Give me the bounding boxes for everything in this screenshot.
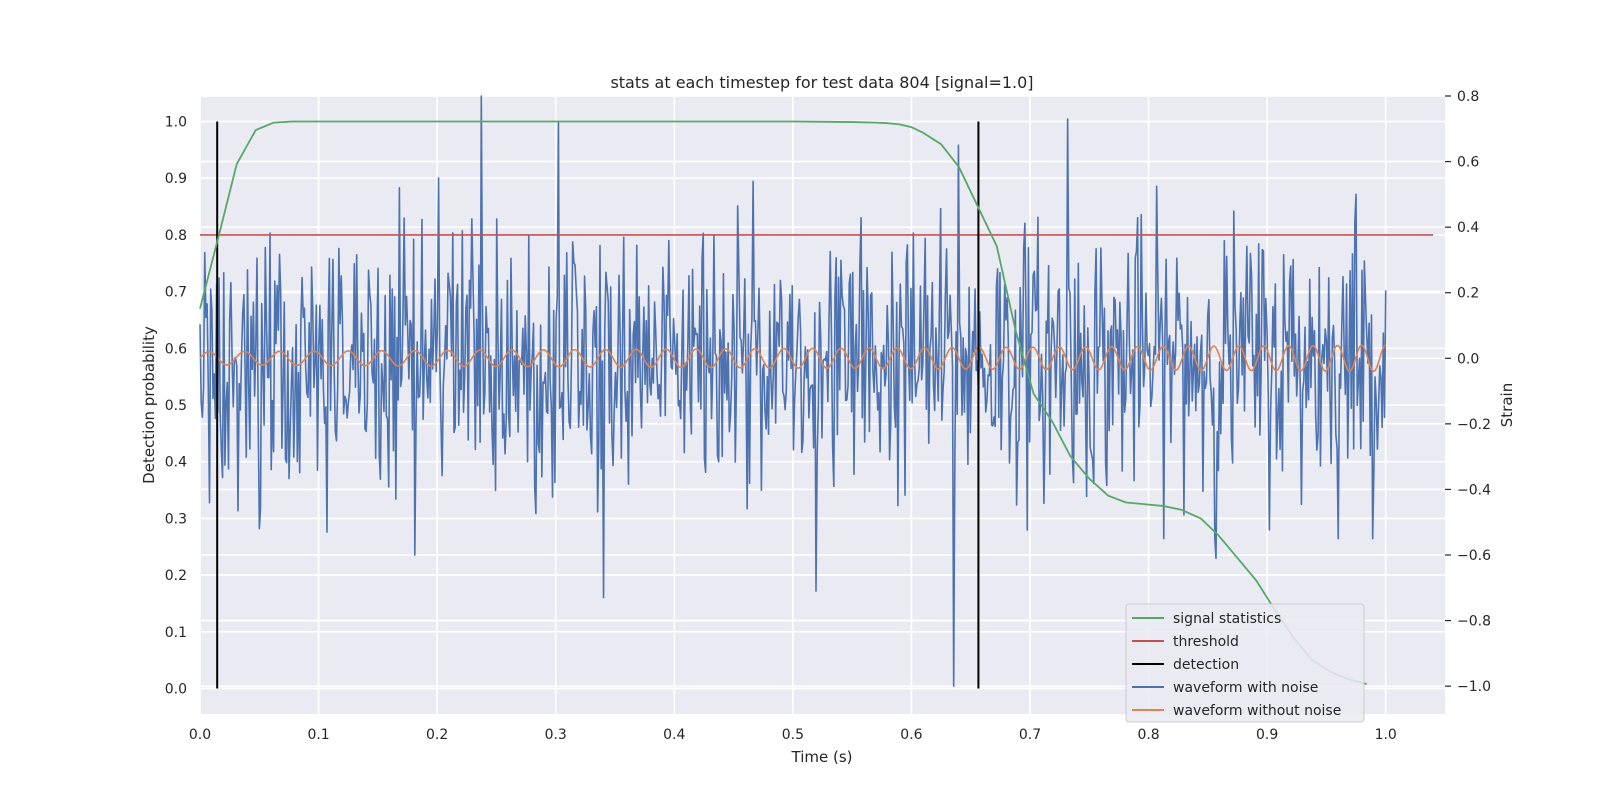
y2-tick-label: −0.4 xyxy=(1457,482,1491,498)
series-waveform-without-noise xyxy=(199,344,1387,373)
x-axis-title: Time (s) xyxy=(791,748,853,766)
legend-label: signal statistics xyxy=(1173,611,1281,627)
series-layer xyxy=(199,95,1434,689)
x-tick-label: 0.5 xyxy=(782,727,804,743)
y-tick-label: 0.2 xyxy=(165,568,187,584)
legend-label: waveform without noise xyxy=(1173,703,1341,719)
x-tick-label: 0.7 xyxy=(1019,727,1041,743)
legend-box xyxy=(1125,603,1365,723)
y2-tick-label: 0.0 xyxy=(1457,351,1479,367)
y-tick-label: 0.7 xyxy=(165,285,187,301)
y2-tick-label: 0.8 xyxy=(1457,89,1479,105)
y2-tick-label: −0.6 xyxy=(1457,548,1491,564)
y-tick-label: 0.1 xyxy=(165,625,187,641)
y2-tick-label: 0.2 xyxy=(1457,286,1479,302)
y-tick-label: 0.5 xyxy=(165,398,187,414)
x-tick-label: 0.2 xyxy=(426,727,448,743)
y-tick-label: 1.0 xyxy=(165,115,187,131)
legend-label: threshold xyxy=(1173,634,1239,650)
y-tick-label: 0.4 xyxy=(165,455,187,471)
x-tick-label: 1.0 xyxy=(1375,727,1397,743)
series-waveform-with-noise xyxy=(199,95,1387,687)
axes: 0.0 0.1 0.2 0.3 0.4 0.5 0.6 0.7 0.8 0.9 1.0 0.0 0.1 0… xyxy=(165,89,1491,743)
y2-tick-label: −0.2 xyxy=(1457,417,1491,433)
y-tick-label: 0.0 xyxy=(165,681,187,697)
x-tick-label: 0.1 xyxy=(307,727,329,743)
y2-tick-label: 0.6 xyxy=(1457,155,1479,171)
y-tick-label: 0.9 xyxy=(165,171,187,187)
y-tick-label: 0.3 xyxy=(165,511,187,527)
y2-tick-label: −0.8 xyxy=(1457,614,1491,630)
y2-axis-title: Strain xyxy=(1498,383,1516,427)
y-tick-label: 0.8 xyxy=(165,228,187,244)
chart-title: stats at each timestep for test data 804… xyxy=(610,73,1033,92)
series-signal-statistics xyxy=(199,120,1367,685)
x-tick-label: 0.4 xyxy=(663,727,685,743)
x-tick-label: 0.9 xyxy=(1256,727,1278,743)
x-tick-label: 0.3 xyxy=(545,727,567,743)
x-tick-label: 0.8 xyxy=(1137,727,1159,743)
y2-tick-label: −1.0 xyxy=(1457,679,1491,695)
legend-label: detection xyxy=(1173,657,1239,673)
x-tick-label: 0.0 xyxy=(189,727,211,743)
x-tick-label: 0.6 xyxy=(900,727,922,743)
y-axis-title: Detection probability xyxy=(140,326,158,484)
y-tick-label: 0.6 xyxy=(165,341,187,357)
y2-tick-label: 0.4 xyxy=(1457,220,1479,236)
legend-label: waveform with noise xyxy=(1173,680,1318,696)
legend: signal statistics threshold detection wavef… xyxy=(1125,603,1365,723)
